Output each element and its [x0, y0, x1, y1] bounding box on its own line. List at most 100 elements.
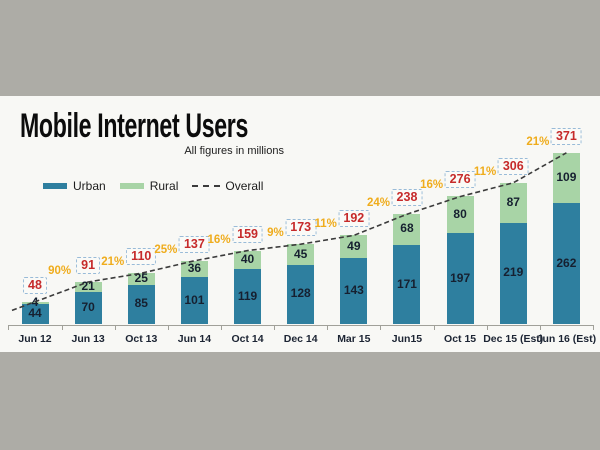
urban-value-label: 101	[184, 292, 205, 307]
x-axis-label: Jun 16 (Est)	[536, 333, 597, 345]
x-axis-label: Jun 13	[71, 333, 105, 345]
urban-bar-segment	[446, 233, 474, 324]
overall-total-badge: 137	[178, 235, 210, 253]
urban-value-label: 70	[81, 299, 95, 314]
urban-bar-segment	[552, 203, 580, 324]
rural-bar-segment	[499, 182, 527, 223]
urban-value-label: 171	[396, 276, 417, 291]
rural-value-label: 109	[556, 169, 577, 184]
axis-tick	[486, 325, 488, 330]
x-axis-label: Jun 12	[18, 333, 52, 345]
rural-bar-segment	[393, 213, 421, 246]
urban-bar-segment	[127, 284, 155, 324]
growth-percent-label: 11%	[473, 165, 497, 178]
growth-percent-label: 16%	[207, 233, 231, 246]
overall-total-badge: 276	[444, 171, 476, 189]
overall-total-badge: 173	[285, 219, 317, 237]
axis-tick	[539, 325, 541, 330]
urban-value-label: 85	[134, 296, 148, 311]
urban-bar-segment	[234, 269, 262, 324]
overall-total-badge: 371	[550, 127, 582, 145]
axis-tick	[8, 325, 10, 330]
growth-percent-label: 11%	[314, 218, 337, 231]
legend-urban-label: Urban	[73, 179, 106, 193]
axis-tick	[380, 325, 382, 330]
overall-total-badge: 48	[23, 276, 47, 294]
rural-bar-segment	[127, 273, 155, 285]
rural-value-label: 87	[506, 194, 520, 209]
legend-overall-label: Overall	[225, 179, 264, 193]
axis-tick	[327, 325, 329, 330]
x-axis-label: Mar 15	[337, 333, 371, 345]
axis-tick	[593, 325, 594, 330]
urban-bar-segment	[393, 245, 421, 324]
rural-value-label: 40	[240, 251, 255, 266]
axis-tick	[61, 325, 63, 330]
rural-bar-segment	[234, 250, 262, 270]
urban-bar-segment	[499, 222, 527, 324]
urban-value-label: 143	[343, 283, 364, 297]
x-axis-line	[8, 325, 593, 326]
rural-value-label: 49	[347, 238, 361, 253]
x-axis-label: Dec 15 (Est)	[483, 333, 544, 345]
overall-total-badge: 91	[76, 257, 101, 274]
growth-percent-label: 21%	[526, 135, 550, 148]
urban-bar-segment	[21, 303, 49, 324]
x-axis-label: Jun15	[391, 333, 423, 345]
rural-value-label: 36	[187, 261, 202, 276]
rural-bar-segment	[287, 244, 315, 265]
urban-value-label: 128	[290, 286, 311, 301]
growth-percent-label: 9%	[267, 227, 284, 240]
rural-bar-segment	[340, 235, 368, 258]
urban-swatch-icon	[43, 183, 67, 189]
chart-subtitle: All figures in millions	[184, 145, 284, 157]
legend-item-rural: Rural	[119, 179, 178, 193]
overall-total-badge: 306	[497, 157, 529, 175]
growth-percent-label: 24%	[366, 196, 390, 209]
rural-bar-segment	[446, 196, 474, 234]
axis-tick	[167, 325, 169, 330]
axis-tick	[221, 325, 222, 330]
x-axis-label: Jun 14	[177, 333, 212, 345]
growth-percent-label: 90%	[48, 265, 72, 277]
overall-total-badge: 110	[126, 248, 157, 266]
chart-title: Mobile Internet Users	[20, 107, 248, 145]
urban-value-label: 197	[450, 270, 471, 285]
dashed-line-icon	[192, 185, 221, 187]
growth-percent-label: 25%	[154, 243, 178, 256]
rural-swatch-icon	[119, 183, 144, 189]
urban-bar-segment	[287, 264, 315, 324]
rural-bar-segment	[552, 152, 580, 204]
urban-value-label: 44	[28, 305, 42, 320]
rural-bar-segment	[74, 282, 102, 292]
urban-value-label: 219	[503, 265, 524, 280]
rural-value-label: 68	[400, 221, 414, 236]
urban-value-label: 262	[556, 255, 577, 270]
rural-bar-segment	[180, 260, 208, 278]
overall-total-badge: 192	[338, 210, 370, 228]
legend: Urban Rural Overall	[43, 179, 263, 193]
rural-value-label: 80	[453, 206, 467, 221]
urban-value-label: 119	[237, 288, 258, 303]
axis-tick	[274, 325, 276, 330]
axis-tick	[114, 325, 116, 330]
rural-bar-segment	[21, 301, 49, 304]
x-axis-label: Oct 14	[231, 333, 264, 345]
rural-value-label: 45	[294, 246, 308, 261]
legend-item-overall: Overall	[192, 179, 263, 193]
growth-percent-label: 21%	[101, 256, 125, 269]
axis-tick	[433, 325, 435, 330]
x-axis-label: Oct 13	[125, 333, 158, 345]
urban-bar-segment	[74, 291, 102, 324]
overall-total-badge: 159	[232, 225, 263, 243]
x-axis-label: Oct 15	[444, 333, 477, 345]
urban-bar-segment	[180, 277, 208, 324]
urban-bar-segment	[340, 258, 368, 324]
legend-item-urban: Urban	[43, 179, 106, 193]
x-axis-label: Dec 14	[283, 333, 318, 345]
growth-percent-label: 16%	[420, 179, 444, 192]
overall-total-badge: 238	[391, 188, 423, 206]
